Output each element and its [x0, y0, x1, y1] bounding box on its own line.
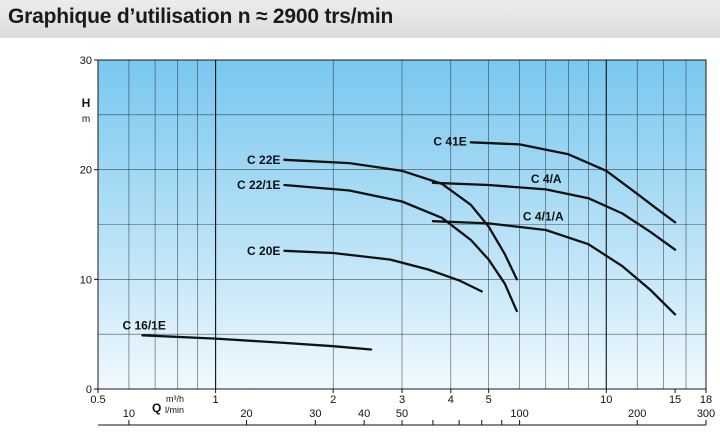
lmin-tick-label: 10	[123, 408, 135, 420]
x-axis-unit-m3h: m³/h	[166, 394, 184, 404]
lmin-tick-label: 100	[510, 408, 528, 420]
curves	[141, 141, 677, 351]
x-tick-label: 0.5	[90, 394, 105, 406]
page-title: Graphique d’utilisation n ≈ 2900 trs/min	[8, 5, 394, 28]
y-axis-unit: m	[82, 114, 90, 125]
lmin-tick-label: 300	[697, 408, 715, 420]
x-tick-label: 2	[330, 394, 336, 406]
lmin-tick-label: 50	[396, 408, 408, 420]
x-axis-unit-lmin: l/min	[165, 405, 184, 415]
lmin-tick-label: 20	[240, 408, 252, 420]
curve-label: C 20E	[247, 244, 280, 258]
curve-label: C 16/1E	[123, 318, 166, 332]
x-tick-label: 4	[448, 394, 454, 406]
x-axis-label: Q	[152, 401, 161, 415]
axes: 0 10 20 30 Hm 0.5 1 2 3 4 5 10 15 18 10 20 30 40 50 100 200 3…	[80, 55, 715, 426]
curve-c-41e	[469, 141, 677, 224]
lmin-tick-label: 30	[309, 408, 321, 420]
curve-label: C 41E	[433, 134, 466, 148]
curve-label: C 22/1E	[237, 178, 280, 192]
curve-c-20e	[283, 249, 483, 293]
y-tick-label: 20	[80, 165, 92, 177]
curve-label: C 4/1/A	[523, 209, 564, 223]
y-tick-label: 30	[80, 55, 92, 67]
curve-label: C 4/A	[531, 172, 562, 186]
curve-label: C 22E	[247, 153, 280, 167]
y-tick-label: 0	[86, 384, 92, 396]
x-tick-label: 3	[399, 394, 405, 406]
lmin-tick-label: 40	[358, 408, 370, 420]
curve-c-4-1-a	[431, 220, 677, 316]
y-tick-label: 10	[80, 274, 92, 286]
curve-c-22-1e	[283, 183, 518, 313]
curve-c-16-1e	[141, 334, 373, 351]
y-axis-label: H	[82, 96, 91, 110]
curve-c-22e	[283, 158, 518, 281]
title-bar: Graphique d’utilisation n ≈ 2900 trs/min	[0, 0, 720, 38]
x-tick-label: 1	[213, 394, 219, 406]
x-tick-label: 5	[486, 394, 492, 406]
labels: C 16/1E C 20E C 22E C 22/1E C 41E C 4/A C 4/1/…	[123, 134, 564, 332]
lmin-tick-label: 200	[628, 408, 646, 420]
x-tick-label: 18	[700, 394, 712, 406]
x-tick-label: 10	[600, 394, 612, 406]
curve-c-4-a	[431, 181, 677, 251]
x-tick-label: 15	[669, 394, 681, 406]
